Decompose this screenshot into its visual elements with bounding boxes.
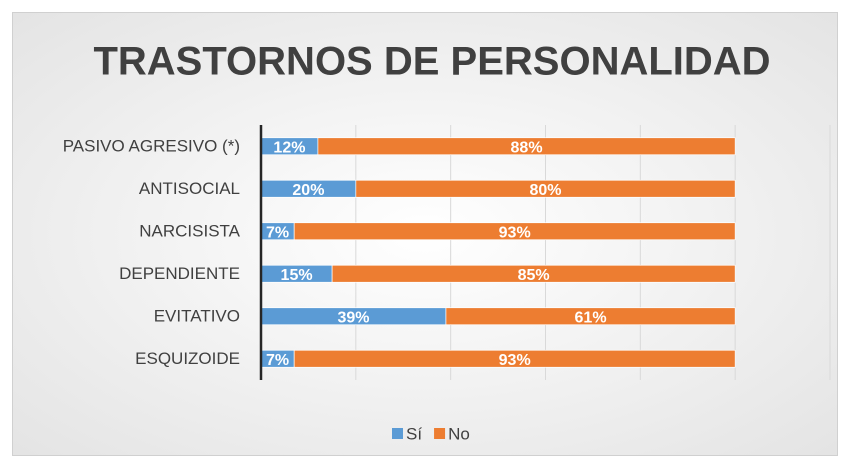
chart-title: TRASTORNOS DE PERSONALIDAD xyxy=(93,40,770,84)
legend-swatch xyxy=(434,428,446,439)
legend-label: Sí xyxy=(406,424,422,443)
data-label: 39% xyxy=(337,309,369,326)
data-label: 61% xyxy=(575,309,607,326)
y-tick-label: PASIVO AGRESIVO (*) xyxy=(63,137,240,156)
data-label: 88% xyxy=(511,139,543,156)
y-tick-label: EVITATIVO xyxy=(154,307,240,326)
data-label: 80% xyxy=(529,182,561,199)
data-label: 20% xyxy=(292,182,324,199)
bar-segment xyxy=(331,264,736,283)
bar-segment xyxy=(293,349,736,368)
data-label: 93% xyxy=(499,352,531,369)
data-label: 93% xyxy=(499,224,531,241)
data-label: 7% xyxy=(266,352,289,369)
bar-segment xyxy=(355,179,736,198)
bar-segment xyxy=(293,222,736,241)
bar-segment xyxy=(445,307,736,326)
y-tick-label: ESQUIZOIDE xyxy=(135,349,240,368)
data-label: 7% xyxy=(266,224,289,241)
data-label: 85% xyxy=(518,267,550,284)
y-tick-label: ANTISOCIAL xyxy=(139,179,240,198)
bar-segment xyxy=(317,137,736,156)
y-tick-label: DEPENDIENTE xyxy=(119,264,240,283)
legend-swatch xyxy=(392,428,403,439)
data-label: 12% xyxy=(273,139,305,156)
data-label: 15% xyxy=(281,267,313,284)
legend-label: No xyxy=(448,424,470,443)
y-tick-label: NARCISISTA xyxy=(139,222,240,241)
